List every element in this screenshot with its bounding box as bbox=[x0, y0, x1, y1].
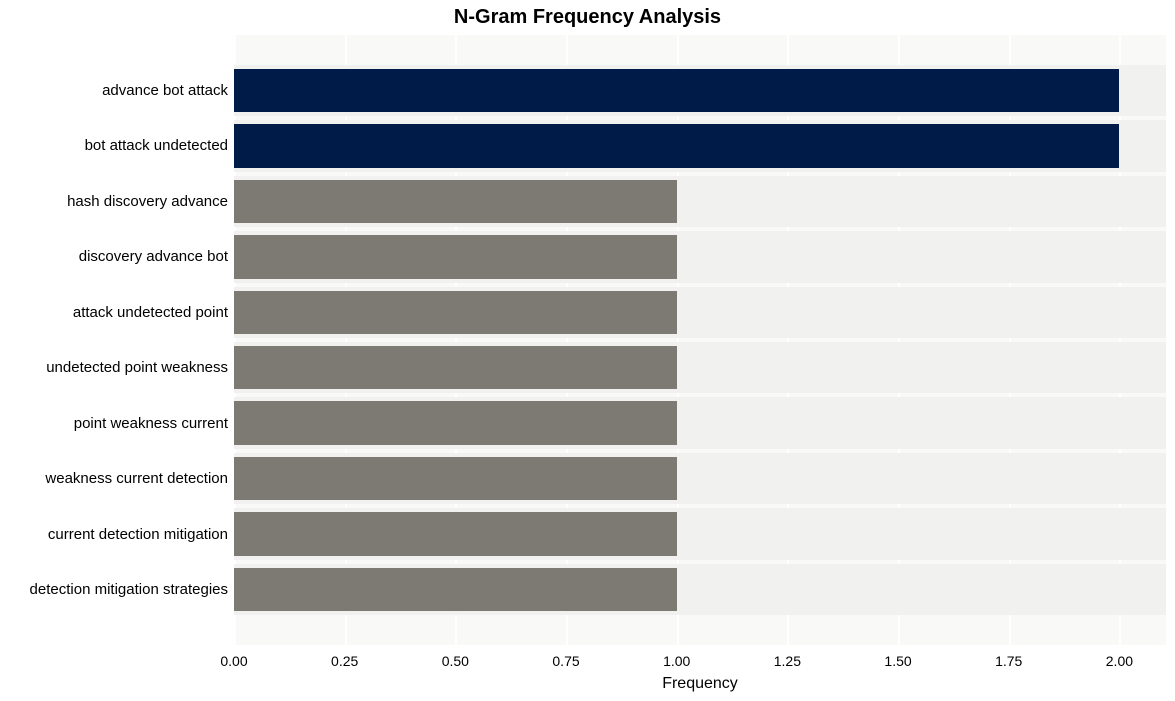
bar-row: hash discovery advance bbox=[234, 174, 1166, 229]
bar bbox=[234, 69, 1119, 112]
x-axis-title: Frequency bbox=[662, 675, 738, 693]
y-tick-label: bot attack undetected bbox=[85, 118, 234, 173]
y-tick-label: point weakness current bbox=[74, 395, 234, 450]
ngram-frequency-chart: N-Gram Frequency Analysis Frequency 0.00… bbox=[0, 0, 1175, 701]
bar-row: discovery advance bot bbox=[234, 229, 1166, 284]
x-tick-label: 1.00 bbox=[663, 653, 690, 669]
y-tick-label: current detection mitigation bbox=[48, 506, 234, 561]
x-tick-label: 0.75 bbox=[552, 653, 579, 669]
bar bbox=[234, 346, 677, 389]
y-tick-label: detection mitigation strategies bbox=[30, 562, 234, 617]
bar bbox=[234, 512, 677, 555]
bar bbox=[234, 124, 1119, 167]
x-tick-label: 2.00 bbox=[1106, 653, 1133, 669]
y-tick-label: attack undetected point bbox=[73, 285, 234, 340]
bar bbox=[234, 235, 677, 278]
bar-row: advance bot attack bbox=[234, 63, 1166, 118]
y-tick-label: weakness current detection bbox=[45, 451, 234, 506]
y-tick-label: undetected point weakness bbox=[46, 340, 234, 395]
y-tick-label: discovery advance bot bbox=[79, 229, 234, 284]
bar-row: attack undetected point bbox=[234, 285, 1166, 340]
x-tick-label: 0.25 bbox=[331, 653, 358, 669]
bar bbox=[234, 401, 677, 444]
x-tick-label: 0.50 bbox=[442, 653, 469, 669]
bar-row: detection mitigation strategies bbox=[234, 562, 1166, 617]
bar bbox=[234, 291, 677, 334]
x-tick-label: 1.25 bbox=[774, 653, 801, 669]
bar-row: bot attack undetected bbox=[234, 118, 1166, 173]
x-tick-label: 1.75 bbox=[995, 653, 1022, 669]
bar-row: point weakness current bbox=[234, 395, 1166, 450]
bar-row: undetected point weakness bbox=[234, 340, 1166, 395]
bar bbox=[234, 568, 677, 611]
x-tick-label: 0.00 bbox=[220, 653, 247, 669]
bar bbox=[234, 180, 677, 223]
bar bbox=[234, 457, 677, 500]
y-tick-label: hash discovery advance bbox=[67, 174, 234, 229]
chart-title: N-Gram Frequency Analysis bbox=[0, 0, 1175, 29]
y-tick-label: advance bot attack bbox=[102, 63, 234, 118]
x-tick-label: 1.50 bbox=[884, 653, 911, 669]
bar-row: weakness current detection bbox=[234, 451, 1166, 506]
bar-row: current detection mitigation bbox=[234, 506, 1166, 561]
plot-area: Frequency 0.000.250.500.751.001.251.501.… bbox=[234, 35, 1166, 645]
